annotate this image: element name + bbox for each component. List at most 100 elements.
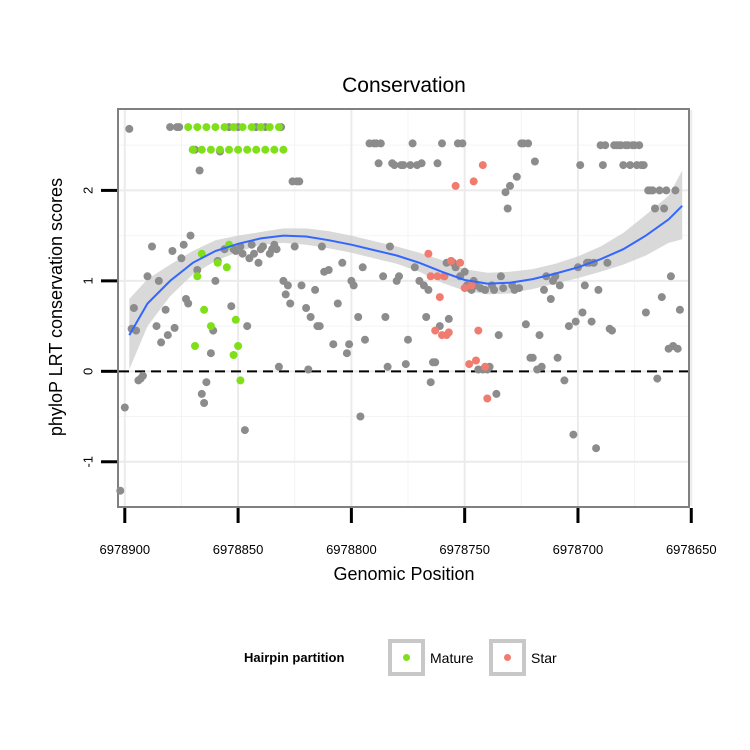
- point-other: [200, 399, 209, 407]
- point-other: [528, 353, 537, 362]
- point-other: [555, 281, 564, 290]
- point-other: [626, 161, 635, 170]
- point-other: [193, 266, 202, 274]
- point-other: [283, 281, 292, 290]
- point-star: [472, 356, 480, 365]
- point-other: [648, 186, 657, 195]
- point-other: [148, 242, 156, 251]
- point-other: [512, 172, 521, 181]
- point-other: [499, 284, 508, 293]
- point-other: [603, 258, 612, 267]
- point-other: [274, 362, 283, 371]
- point-mature: [184, 123, 193, 132]
- point-star: [460, 284, 469, 293]
- point-star: [465, 360, 474, 369]
- point-other: [426, 378, 435, 387]
- point-other: [410, 263, 419, 272]
- point-mature: [234, 342, 243, 350]
- point-other: [546, 295, 555, 303]
- y-tick-label: 0: [80, 368, 95, 375]
- point-other: [125, 124, 134, 133]
- point-star: [474, 326, 483, 335]
- point-other: [424, 285, 433, 294]
- point-other: [163, 331, 172, 340]
- point-other: [317, 242, 326, 251]
- point-other: [154, 276, 163, 285]
- point-other: [286, 299, 295, 308]
- point-other: [376, 139, 385, 148]
- point-other: [641, 308, 650, 317]
- y-tick-label: 2: [80, 187, 95, 194]
- point-other: [345, 340, 354, 349]
- point-other: [422, 313, 431, 321]
- point-mature: [200, 305, 209, 314]
- point-mature: [216, 145, 224, 154]
- point-other: [592, 444, 601, 453]
- point-mature: [202, 123, 211, 132]
- point-other: [490, 285, 499, 294]
- x-axis-title: Genomic Position: [333, 564, 474, 584]
- point-other: [385, 242, 394, 251]
- point-mature: [234, 145, 243, 154]
- point-mature: [270, 145, 279, 154]
- grid-lines: [119, 110, 693, 506]
- point-mature: [236, 376, 245, 385]
- point-other: [395, 272, 403, 281]
- point-other: [540, 285, 548, 294]
- point-mature: [261, 145, 270, 154]
- point-other: [349, 281, 358, 290]
- point-other: [281, 290, 290, 299]
- point-mature: [206, 145, 215, 154]
- point-mature: [225, 145, 233, 154]
- x-tick-label: 6978900: [99, 542, 150, 557]
- point-other: [576, 161, 585, 170]
- point-other: [494, 331, 503, 340]
- point-star: [433, 272, 442, 281]
- point-other: [206, 349, 215, 358]
- point-mature: [256, 123, 265, 132]
- point-other: [408, 139, 417, 148]
- point-mature: [222, 263, 231, 272]
- point-mature: [229, 123, 238, 132]
- x-tick-label: 6978650: [666, 542, 717, 557]
- point-other: [358, 263, 367, 272]
- point-other: [655, 186, 664, 195]
- chart-title: Conservation: [342, 74, 466, 97]
- point-star: [451, 181, 460, 190]
- point-other: [272, 245, 281, 254]
- legend-entry-mature: Mature: [388, 639, 474, 676]
- legend-swatch-mature: [403, 654, 410, 661]
- legend-label-star: Star: [531, 650, 557, 666]
- point-other: [401, 360, 410, 369]
- point-mature: [252, 145, 261, 154]
- y-axis-title: phyloP LRT conservation scores: [46, 178, 66, 436]
- point-other: [537, 362, 546, 371]
- legend-entry-star: Star: [489, 639, 557, 676]
- point-other: [250, 249, 258, 258]
- point-other: [444, 314, 453, 323]
- y-tick-label: 1: [80, 277, 95, 284]
- point-mature: [265, 123, 274, 132]
- point-star: [478, 161, 487, 170]
- x-tick-label: 6978850: [213, 542, 264, 557]
- x-tick-label: 6978750: [439, 542, 490, 557]
- point-other: [601, 141, 610, 150]
- point-other: [675, 305, 684, 314]
- point-other: [311, 285, 320, 294]
- point-other: [571, 317, 580, 326]
- point-other: [524, 139, 533, 148]
- point-mature: [229, 351, 238, 359]
- point-other: [143, 272, 152, 281]
- point-other: [406, 161, 415, 170]
- point-other: [361, 335, 369, 344]
- legend-title: Hairpin partition: [244, 650, 344, 665]
- point-mature: [243, 145, 252, 154]
- point-mature: [279, 145, 288, 154]
- point-star: [424, 249, 433, 258]
- point-other: [211, 276, 220, 285]
- point-other: [381, 313, 390, 321]
- point-other: [240, 426, 249, 435]
- point-other: [501, 188, 510, 197]
- point-mature: [213, 258, 222, 267]
- y-axis: -1 0 1 2: [80, 187, 117, 468]
